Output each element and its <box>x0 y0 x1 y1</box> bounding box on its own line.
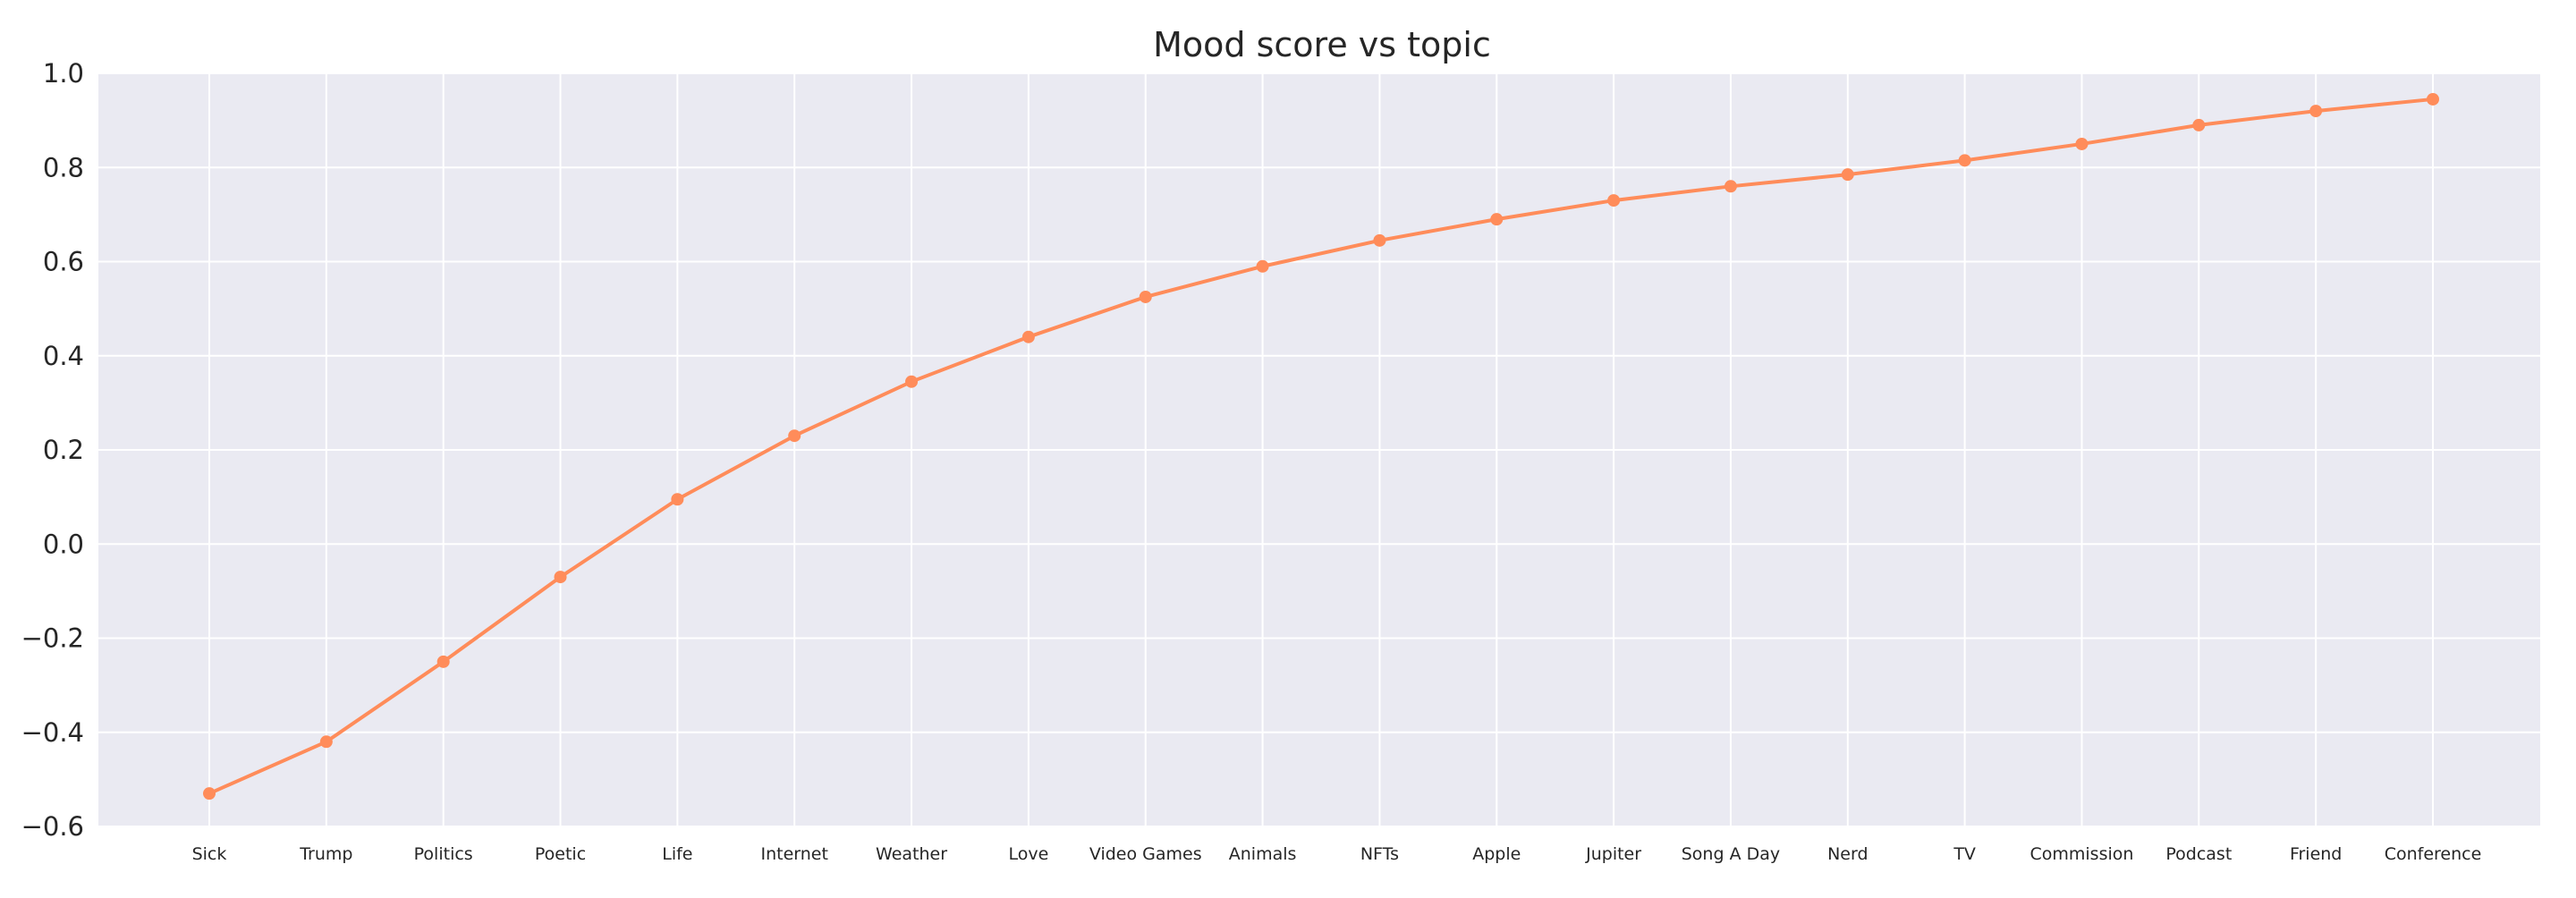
data-point <box>2192 118 2206 131</box>
data-point <box>1373 233 1386 247</box>
data-point <box>554 571 567 584</box>
y-tick-label: 0.4 <box>43 341 84 371</box>
x-tick-label: Video Games <box>1089 844 1202 864</box>
y-tick-label: −0.4 <box>21 717 84 748</box>
x-tick-label: Trump <box>299 844 352 864</box>
grid-lines <box>98 72 2540 827</box>
x-tick-label: Podcast <box>2165 844 2232 864</box>
x-tick-label: Politics <box>414 844 473 864</box>
x-tick-label: NFTs <box>1360 844 1399 864</box>
data-point <box>203 787 216 801</box>
x-tick-label: Weather <box>876 844 947 864</box>
y-tick-label: 0.6 <box>43 247 84 277</box>
data-point <box>671 493 684 506</box>
y-tick-label: 1.0 <box>43 58 84 89</box>
data-point <box>1958 154 1971 167</box>
x-tick-label: Life <box>662 844 692 864</box>
data-point <box>1607 194 1621 208</box>
x-tick-label: Internet <box>760 844 827 864</box>
series-line <box>208 97 2435 796</box>
y-tick-label: 0.0 <box>43 529 84 559</box>
data-point <box>2075 137 2089 150</box>
y-tick-label: −0.2 <box>21 623 84 654</box>
data-point <box>1256 259 1269 273</box>
x-tick-label: Apple <box>1472 844 1521 864</box>
data-point <box>1841 168 1854 182</box>
data-point <box>2427 92 2439 106</box>
y-tick-label: 0.8 <box>43 152 84 182</box>
data-point <box>1490 213 1504 226</box>
x-tick-label: Sick <box>192 844 227 864</box>
x-tick-label: Commission <box>2030 844 2134 864</box>
chart-title: Mood score vs topic <box>1153 25 1491 64</box>
x-tick-label: TV <box>1953 844 1976 864</box>
data-point <box>1139 290 1152 303</box>
x-tick-label: Love <box>1008 844 1048 864</box>
x-tick-label: Conference <box>2385 844 2482 864</box>
x-tick-label: Nerd <box>1827 844 1868 864</box>
x-tick-label: Jupiter <box>1585 844 1641 864</box>
y-tick-label: −0.6 <box>21 811 84 842</box>
data-point <box>2309 105 2323 118</box>
data-point <box>1724 180 1737 193</box>
series-mood-score <box>203 92 2439 801</box>
x-tick-label: Friend <box>2290 844 2342 864</box>
data-point <box>436 655 450 668</box>
x-tick-label: Poetic <box>535 844 586 864</box>
data-point <box>1021 330 1035 343</box>
x-axis-ticks: Sick Trump Politics Poetic Life Internet Weath… <box>192 844 2482 864</box>
x-tick-label: Song A Day <box>1682 844 1780 864</box>
y-tick-label: 0.2 <box>43 435 84 465</box>
data-point <box>319 735 333 749</box>
data-point <box>788 429 801 443</box>
data-point <box>905 375 919 388</box>
y-axis-ticks: −0.6 −0.4 −0.2 0.0 0.2 0.4 0.6 0.8 1.0 <box>21 58 84 842</box>
x-tick-label: Animals <box>1229 844 1297 864</box>
